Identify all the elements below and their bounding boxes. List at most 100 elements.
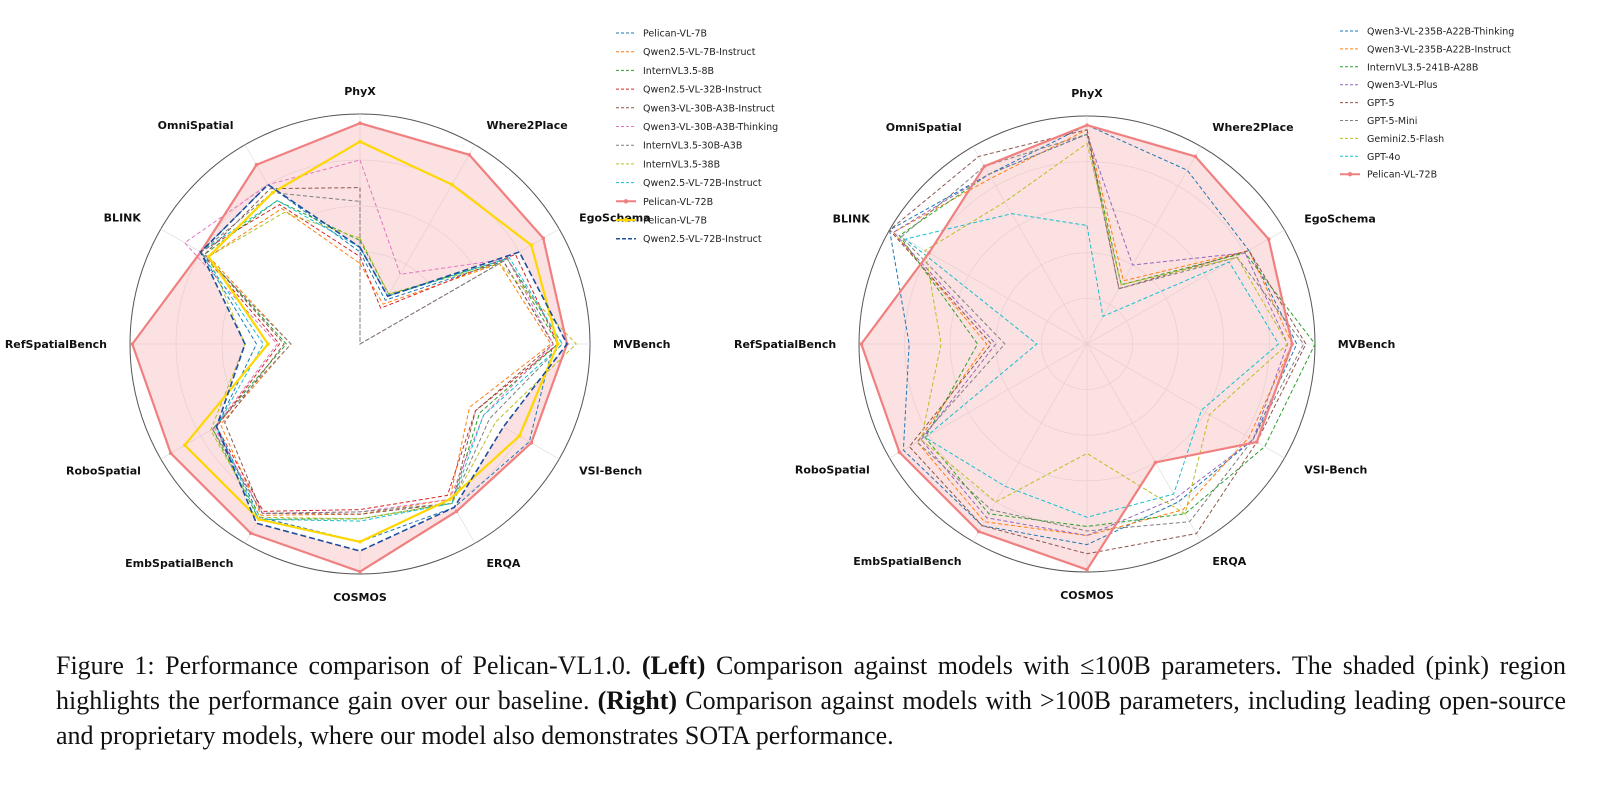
point-pelican-vl-7b [266,342,270,346]
series-internvl3-5-241b-a28b [898,133,1316,527]
spoke-erqa [1086,343,1202,542]
figure-caption: Figure 1: Performance comparison of Peli… [56,648,1566,753]
axis-label-where2place: Where2Place [1212,121,1293,134]
shaded-region [861,125,1293,570]
axis-label-embspatialbench: EmbSpatialBench [853,555,961,568]
spoke-vsi-bench [1086,343,1285,459]
series-internvl3-5-38b [207,211,577,520]
series-qwen2-5-vl-72b-instruct [199,199,564,522]
point-pelican-vl-72b [976,529,981,534]
axis-label-cosmos: COSMOS [1060,589,1114,602]
axis-label-vsi-bench: VSI-Bench [579,465,642,478]
point-pelican-vl-7b [517,434,522,438]
axis-label-refspatialbench: RefSpatialBench [734,338,836,351]
point-pelican-vl-72b [1290,342,1294,346]
axis-label-robospatial: RoboSpatial [66,465,141,478]
legend-label-gpt-5-mini: GPT-5-Mini [1367,116,1417,127]
point-pelican-vl-72b [1255,440,1259,444]
axis-label-egoschema: EgoSchema [1304,213,1376,226]
axis-label-phyx: PhyX [1071,87,1103,100]
series-gpt-5 [888,129,1307,555]
axis-label-phyx: PhyX [344,85,376,98]
point-pelican-vl-7b [358,540,362,544]
legend-label-qwen3-vl-plus: Qwen3-VL-Plus [1367,80,1437,91]
axis-label-mvbench: MVBench [1338,338,1396,351]
axis-label-omnispatial: OmniSpatial [158,119,234,132]
legend-label-internvl3-5-241b-a28b: InternVL3.5-241B-A28B [1367,62,1478,73]
point-pelican-vl-7b [529,243,534,247]
point-pelican-vl-72b [130,342,135,346]
series-gpt-5-mini [900,133,1305,532]
series-internvl3-5-30b-a3b [199,192,564,514]
point-pelican-vl-72b [859,342,864,346]
axis-label-mvbench: MVBench [613,338,671,351]
legend-label-internvl3-5-8b: InternVL3.5-8B [643,66,714,77]
radar-chart-right: PhyX Where2Place EgoSchema MVBench VSI-Bench… [734,87,1395,602]
figure: PhyX Where2Place EgoSchema MVBench VSI-Bench… [5,27,1514,605]
point-pelican-vl-72b [168,451,173,456]
point-pelican-vl-72b [1085,123,1089,127]
axis-label-refspatialbench: RefSpatialBench [5,338,107,351]
spoke-where2place [1086,146,1202,345]
spoke-embspatialbench [972,343,1088,542]
legend-label-gpt-5: GPT-5 [1367,98,1395,109]
legend-label-pelican-vl-7b: Pelican-VL-7B [643,216,707,227]
legend-label-pelican-vl-7b: Pelican-VL-7B [643,29,707,40]
legend-label-pelican-vl-72b: Pelican-VL-72B [643,197,713,208]
legend-label-qwen2-5-vl-72b-instruct: Qwen2.5-VL-72B-Instruct [643,234,762,245]
point-pelican-vl-72b [1085,567,1089,572]
axis-label-blink: BLINK [104,212,142,225]
point-pelican-vl-7b [206,254,211,259]
axis-label-robospatial: RoboSpatial [795,463,870,476]
point-pelican-vl-72b [454,509,459,514]
caption-left-text: Comparison against models with ≤100B par… [56,651,1567,715]
point-pelican-vl-72b [982,164,987,169]
spoke-robospatial [889,343,1088,459]
point-pelican-vl-72b [358,121,362,125]
legend-label-gpt-4o: GPT-4o [1367,152,1400,163]
series-qwen3-vl-plus [892,133,1289,537]
point-pelican-vl-72b [529,441,534,445]
spoke-blink [889,229,1088,345]
axis-label-egoschema: EgoSchema [579,212,651,225]
series-qwen3-vl-235b-a22b-thinking [888,124,1298,546]
legend-label-internvl3-5-38b: InternVL3.5-38B [643,159,720,170]
legend-label-pelican-vl-72b: Pelican-VL-72B [1367,170,1437,181]
legend-right: Qwen3-VL-235B-A22B-Thinking Qwen3-VL-235B… [1340,27,1514,181]
point-pelican-vl-7b [447,497,452,502]
legend-label-qwen3-vl-30b-a3b-thinking: Qwen3-VL-30B-A3B-Thinking [643,122,778,133]
point-pelican-vl-7b [358,139,362,144]
point-pelican-vl-72b [541,236,546,240]
caption-left-bold: (Left) [641,651,706,680]
axis-label-erqa: ERQA [1212,555,1246,568]
point-pelican-vl-7b [182,443,187,448]
legend-label-qwen2-5-vl-7b-instruct: Qwen2.5-VL-7B-Instruct [643,47,756,58]
point-pelican-vl-72b [897,450,902,455]
series-gemini2-5-flash [920,142,1289,515]
point-pelican-vl-72b [358,569,362,574]
series-qwen2-5-vl-72b-instruct [199,183,568,552]
legend-label-qwen3-vl-235b-a22b-thinking: Qwen3-VL-235B-A22B-Thinking [1367,27,1514,38]
axis-label-embspatialbench: EmbSpatialBench [125,557,233,570]
legend-label-qwen2-5-vl-32b-instruct: Qwen2.5-VL-32B-Instruct [643,85,762,96]
legend-label-qwen3-vl-30b-a3b-instruct: Qwen3-VL-30B-A3B-Instruct [643,103,775,114]
axis-label-omnispatial: OmniSpatial [886,121,962,134]
legend-label-qwen2-5-vl-72b-instruct: Qwen2.5-VL-72B-Instruct [643,178,762,189]
legend-label-internvl3-5-30b-a3b: InternVL3.5-30B-A3B [643,141,742,152]
legend-label-qwen3-vl-235b-a22b-instruct: Qwen3-VL-235B-A22B-Instruct [1367,44,1511,55]
caption-right-bold: (Right) [597,686,678,715]
legend-marker [1347,172,1353,177]
point-pelican-vl-7b [450,182,454,187]
point-pelican-vl-72b [1153,460,1158,465]
point-pelican-vl-72b [1193,154,1198,159]
point-pelican-vl-72b [927,251,931,255]
point-pelican-vl-72b [248,531,253,536]
axis-label-vsi-bench: VSI-Bench [1304,463,1367,476]
legend-marker [623,217,629,223]
legend-marker [623,199,629,204]
spoke-egoschema [1086,229,1285,345]
legend-label-gemini2-5-flash: Gemini2.5-Flash [1367,134,1444,145]
radar-chart-left: PhyX Where2Place EgoSchema MVBench VSI-Bench… [5,85,671,604]
axis-label-blink: BLINK [833,213,871,226]
point-pelican-vl-7b [556,342,560,346]
